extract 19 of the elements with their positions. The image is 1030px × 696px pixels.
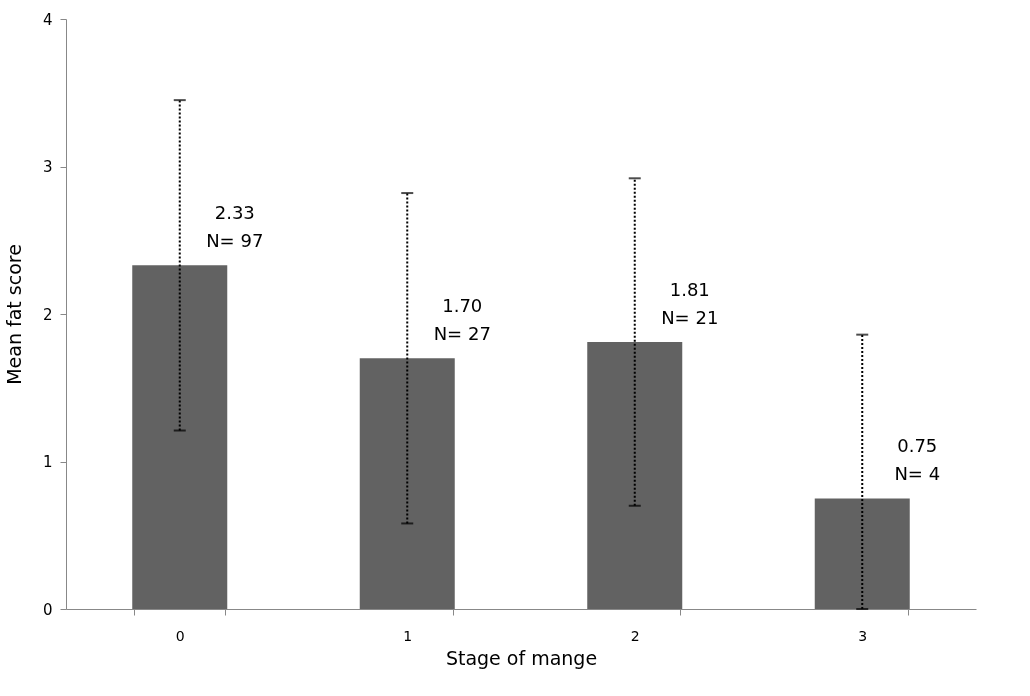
data-label: 1.70 N= 27: [433, 295, 491, 345]
data-label: 0.75 N= 4: [894, 435, 941, 485]
x-tick-label: 1: [403, 627, 413, 644]
x-tick-label: 2: [630, 627, 640, 644]
y-tick-label: 1: [42, 453, 53, 471]
y-axis-title: Mean fat score: [2, 244, 25, 385]
data-label: 1.81 N= 21: [661, 279, 719, 329]
y-tick-label: 2: [42, 305, 53, 324]
y-tick-label: 0: [42, 600, 53, 619]
x-tick-label: 3: [858, 627, 868, 644]
bar: [587, 342, 683, 609]
bar: [814, 498, 910, 609]
data-label: 2.33 N= 97: [206, 202, 264, 252]
bar: [359, 358, 455, 609]
bar: [132, 265, 228, 609]
x-axis-title: Stage of mange: [445, 646, 598, 669]
x-tick-label: 0: [175, 627, 185, 644]
y-tick-label: 4: [42, 10, 53, 29]
y-tick-label: 3: [42, 158, 53, 176]
